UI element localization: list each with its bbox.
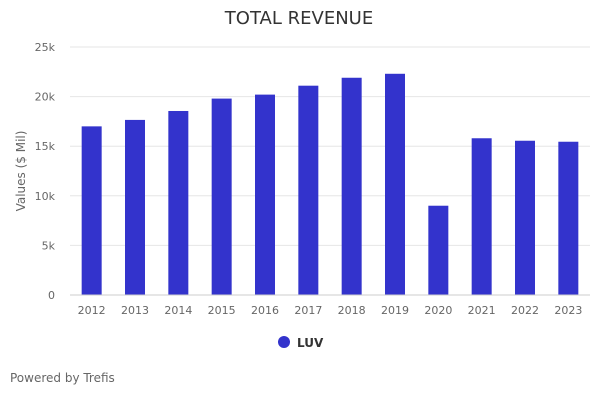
chart-title: TOTAL REVENUE bbox=[224, 8, 373, 29]
legend-label-luv[interactable]: LUV bbox=[297, 336, 324, 350]
y-axis-title: Values ($ Mil) bbox=[14, 131, 28, 212]
bars bbox=[81, 73, 579, 295]
bar-2023[interactable] bbox=[558, 141, 579, 295]
bar-2013[interactable] bbox=[125, 119, 145, 295]
x-tick-label: 2015 bbox=[208, 304, 236, 317]
bar-2018[interactable] bbox=[341, 77, 362, 295]
y-tick-label: 5k bbox=[42, 239, 56, 252]
x-tick-label: 2018 bbox=[338, 304, 366, 317]
x-tick-label: 2023 bbox=[554, 304, 582, 317]
y-tick-label: 10k bbox=[35, 190, 56, 203]
bar-2021[interactable] bbox=[471, 138, 492, 295]
bar-2014[interactable] bbox=[168, 110, 189, 295]
legend[interactable]: LUV bbox=[278, 336, 324, 350]
bar-2019[interactable] bbox=[385, 73, 405, 295]
y-tick-label: 0 bbox=[48, 289, 55, 302]
gridlines bbox=[70, 46, 590, 246]
credit-text: Powered by Trefis bbox=[10, 371, 115, 385]
x-tick-label: 2014 bbox=[164, 304, 192, 317]
y-tick-label: 20k bbox=[35, 91, 56, 104]
x-axis-ticks: 2012 2013 2014 2015 2016 2017 2018 2019 2020 2021… bbox=[78, 304, 583, 317]
y-axis-ticks: 0 5k 10k 15k 20k 25k bbox=[35, 41, 56, 302]
x-tick-label: 2013 bbox=[121, 304, 149, 317]
y-tick-label: 15k bbox=[35, 140, 56, 153]
y-tick-label: 25k bbox=[35, 41, 56, 54]
x-tick-label: 2016 bbox=[251, 304, 279, 317]
x-tick-label: 2021 bbox=[468, 304, 496, 317]
bar-2012[interactable] bbox=[81, 126, 102, 295]
bar-2017[interactable] bbox=[298, 85, 319, 295]
bar-2015[interactable] bbox=[211, 98, 232, 295]
x-tick-label: 2012 bbox=[78, 304, 106, 317]
bar-2020[interactable] bbox=[428, 205, 449, 295]
x-tick-label: 2019 bbox=[381, 304, 409, 317]
x-tick-label: 2017 bbox=[294, 304, 322, 317]
x-tick-label: 2022 bbox=[511, 304, 539, 317]
bar-2022[interactable] bbox=[515, 140, 535, 295]
x-tick-label: 2020 bbox=[424, 304, 452, 317]
bar-2016[interactable] bbox=[255, 94, 275, 295]
legend-marker-luv[interactable] bbox=[278, 336, 290, 348]
